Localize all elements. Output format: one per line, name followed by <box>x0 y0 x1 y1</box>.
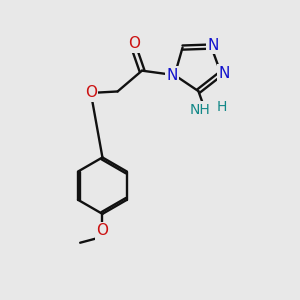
Text: H: H <box>217 100 227 114</box>
Text: O: O <box>96 223 108 238</box>
Text: NH: NH <box>190 103 210 117</box>
Text: N: N <box>167 68 178 82</box>
Text: N: N <box>219 66 230 81</box>
Text: O: O <box>85 85 97 100</box>
Text: O: O <box>128 36 140 51</box>
Text: N: N <box>208 38 219 52</box>
